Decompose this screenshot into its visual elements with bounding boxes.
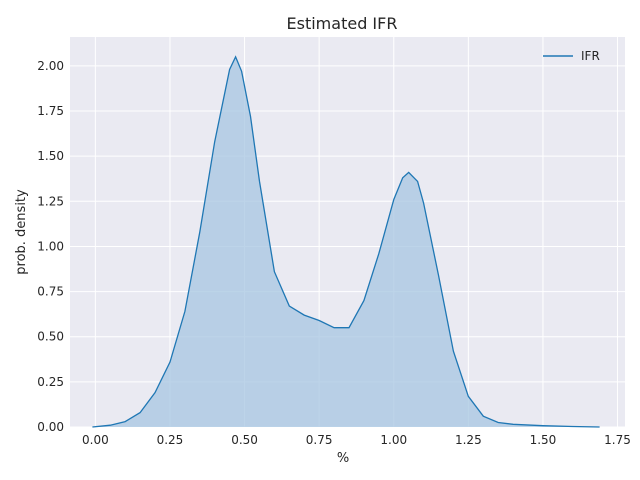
y-tick-label: 0.50	[37, 330, 64, 344]
y-tick-label: 1.25	[37, 194, 64, 208]
x-tick-label: 1.75	[604, 433, 631, 447]
y-tick-label: 1.75	[37, 104, 64, 118]
x-tick-label: 1.50	[530, 433, 557, 447]
y-axis: 0.00 0.25 0.50 0.75 1.00 1.25 1.50 1.75 2.00	[37, 59, 64, 434]
x-tick-label: 1.00	[380, 433, 407, 447]
y-tick-label: 1.00	[37, 239, 64, 253]
legend: IFR	[543, 49, 600, 63]
y-tick-label: 0.00	[37, 420, 64, 434]
legend-label-ifr: IFR	[581, 49, 600, 63]
x-tick-label: 0.75	[306, 433, 333, 447]
x-tick-label: 1.25	[455, 433, 482, 447]
x-axis-label: %	[337, 451, 349, 466]
y-tick-label: 0.25	[37, 375, 64, 389]
area-ifr	[92, 56, 600, 428]
density-area	[92, 56, 600, 428]
y-axis-label: prob. density	[14, 189, 29, 275]
x-axis: 0.00 0.25 0.50 0.75 1.00 1.25 1.50 1.75	[82, 433, 631, 447]
line-ifr	[92, 55, 600, 428]
x-tick-label: 0.50	[231, 433, 258, 447]
y-tick-label: 0.75	[37, 285, 64, 299]
y-tick-label: 1.50	[37, 149, 64, 163]
x-tick-label: 0.00	[82, 433, 109, 447]
x-tick-label: 0.25	[157, 433, 184, 447]
chart-title: Estimated IFR	[287, 14, 398, 33]
density-line	[92, 55, 600, 428]
y-tick-label: 2.00	[37, 59, 64, 73]
